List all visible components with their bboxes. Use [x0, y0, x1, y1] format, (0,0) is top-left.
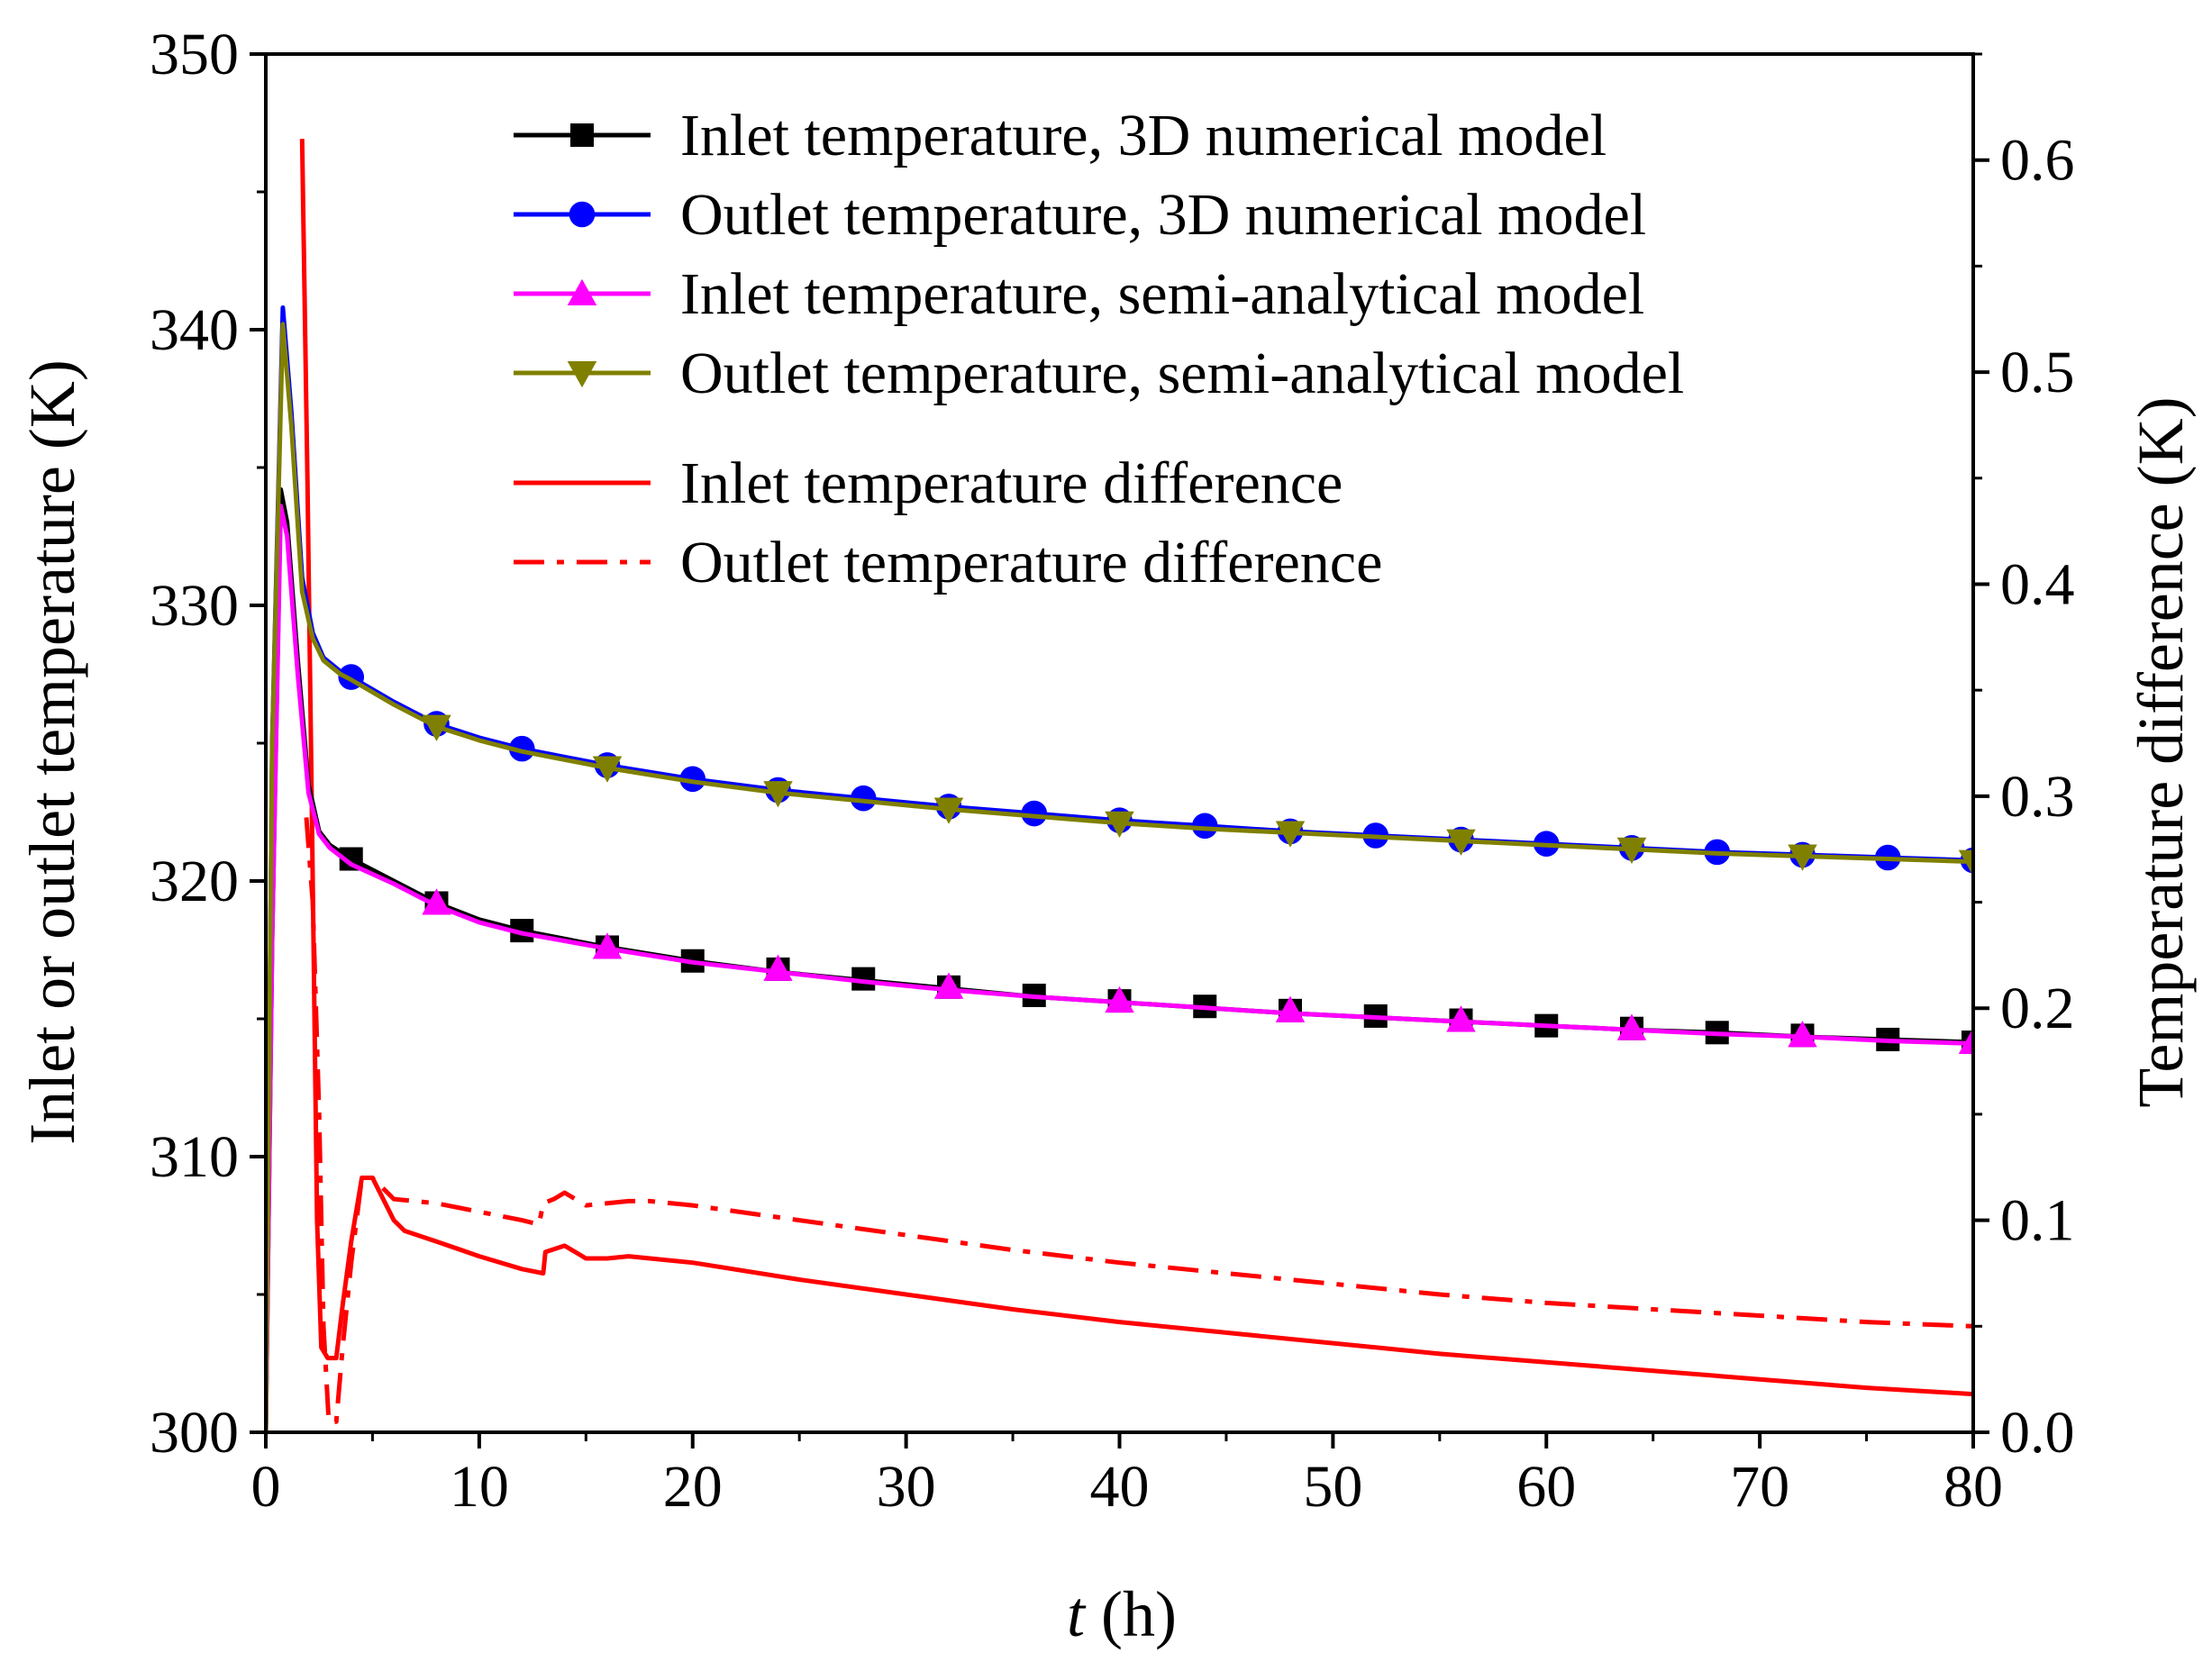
- series-4-point-7: [1446, 829, 1476, 856]
- series-4-point-8: [1616, 837, 1647, 865]
- series-5: [299, 139, 1973, 1397]
- y2-tick-label-2: 0.2: [2000, 976, 2075, 1041]
- plot-area: [266, 139, 1973, 1432]
- y2-tick-label-1: 0.1: [2000, 1188, 2075, 1254]
- x-tick-label-40: 40: [1090, 1454, 1150, 1520]
- x-tick-label-50: 50: [1303, 1454, 1362, 1520]
- x-tick-label-70: 70: [1730, 1454, 1789, 1520]
- y-axis-right: 0.0 0.1 0.2 0.3 0.4 0.5 0.6: [1973, 52, 2075, 1466]
- x-tick-label-30: 30: [877, 1454, 936, 1520]
- series-4-point-4: [933, 797, 964, 824]
- series-4-point-10: [1958, 849, 1973, 876]
- series-6: [304, 817, 1973, 1424]
- series-2-point-5: [679, 766, 706, 793]
- x-tick-label-10: 10: [450, 1454, 509, 1520]
- series-4-point-9: [1788, 844, 1817, 871]
- series-4: [266, 322, 1973, 1432]
- series-3-point-3: [763, 954, 793, 981]
- legend: Inlet temperature, 3D numerical model Out…: [514, 103, 1684, 595]
- series-3-point-8: [1616, 1013, 1647, 1040]
- y-axis-title: Inlet or outlet temperature (K): [16, 359, 88, 1145]
- series-4-point-2: [592, 756, 623, 783]
- series-3-line: [266, 504, 1973, 1432]
- series-3-point-1: [422, 888, 451, 915]
- y-tick-label-300: 300: [150, 1400, 239, 1466]
- series-1-line: [266, 487, 1973, 1432]
- legend-item-6-label: Outlet temperature difference: [680, 530, 1382, 595]
- legend-item-3-label: Inlet temperature, semi-analytical model: [680, 261, 1644, 327]
- legend-item-3: Inlet temperature, semi-analytical model: [514, 261, 1644, 327]
- y-tick-label-310: 310: [150, 1124, 239, 1190]
- legend-item-2-label: Outlet temperature, 3D numerical model: [680, 182, 1646, 248]
- series-3-point-9: [1788, 1021, 1817, 1048]
- series-2-point-9: [1021, 800, 1048, 827]
- y-tick-label-320: 320: [150, 849, 239, 914]
- y2-tick-label-0: 0.0: [2000, 1400, 2075, 1466]
- legend-item-4-marker: [567, 361, 597, 388]
- series-3: [266, 504, 1973, 1432]
- series-4-point-3: [763, 781, 793, 808]
- series-3-point-2: [592, 932, 623, 959]
- y2-tick-label-5: 0.5: [2000, 340, 2075, 405]
- series-3-point-4: [933, 972, 964, 999]
- x-tick-label-60: 60: [1516, 1454, 1576, 1520]
- series-4-point-6: [1275, 821, 1306, 848]
- legend-item-3-marker: [567, 278, 597, 305]
- legend-item-1-label: Inlet temperature, 3D numerical model: [680, 103, 1607, 168]
- series-2-point-3: [508, 735, 535, 762]
- series-6-line: [304, 817, 1973, 1424]
- y-tick-label-350: 350: [150, 22, 239, 87]
- legend-item-1-marker: [570, 123, 594, 147]
- series-3-point-6: [1275, 995, 1306, 1022]
- legend-item-5: Inlet temperature difference: [514, 450, 1343, 516]
- legend-item-6: Outlet temperature difference: [514, 530, 1382, 595]
- x-tick-label-0: 0: [251, 1454, 281, 1520]
- x-axis: 0 10 20 30 40 50 60 70 80: [251, 1432, 2003, 1520]
- legend-item-2-marker: [569, 201, 596, 228]
- legend-item-2: Outlet temperature, 3D numerical model: [514, 182, 1646, 248]
- x-tick-label-80: 80: [1943, 1454, 2003, 1520]
- series-4-line: [266, 322, 1973, 1432]
- series-3-point-7: [1446, 1005, 1476, 1032]
- series-2-point-7: [850, 785, 877, 812]
- legend-item-4: Outlet temperature, semi-analytical mode…: [514, 341, 1684, 406]
- series-3-point-10: [1958, 1027, 1973, 1055]
- y-tick-label-330: 330: [150, 573, 239, 639]
- y-tick-label-340: 340: [150, 297, 239, 363]
- series-4-point-1: [422, 714, 451, 741]
- legend-item-4-label: Outlet temperature, semi-analytical mode…: [680, 341, 1684, 406]
- legend-item-1: Inlet temperature, 3D numerical model: [514, 103, 1607, 168]
- legend-item-5-label: Inlet temperature difference: [680, 450, 1343, 516]
- series-5-line: [299, 139, 1973, 1397]
- series-2-point-11: [1191, 813, 1218, 840]
- y2-axis-title: Temperature difference (K): [2125, 396, 2197, 1107]
- y2-tick-label-3: 0.3: [2000, 764, 2075, 830]
- series-1: [266, 487, 1973, 1432]
- y2-tick-label-4: 0.4: [2000, 551, 2075, 617]
- series-4-point-5: [1105, 811, 1134, 838]
- series-3-point-5: [1105, 985, 1134, 1013]
- x-tick-label-20: 20: [663, 1454, 723, 1520]
- y2-tick-label-6: 0.6: [2000, 128, 2075, 194]
- y-axis-left: 300 310 320 330 340 350: [150, 22, 266, 1466]
- x-axis-title: t (h): [1067, 1578, 1177, 1650]
